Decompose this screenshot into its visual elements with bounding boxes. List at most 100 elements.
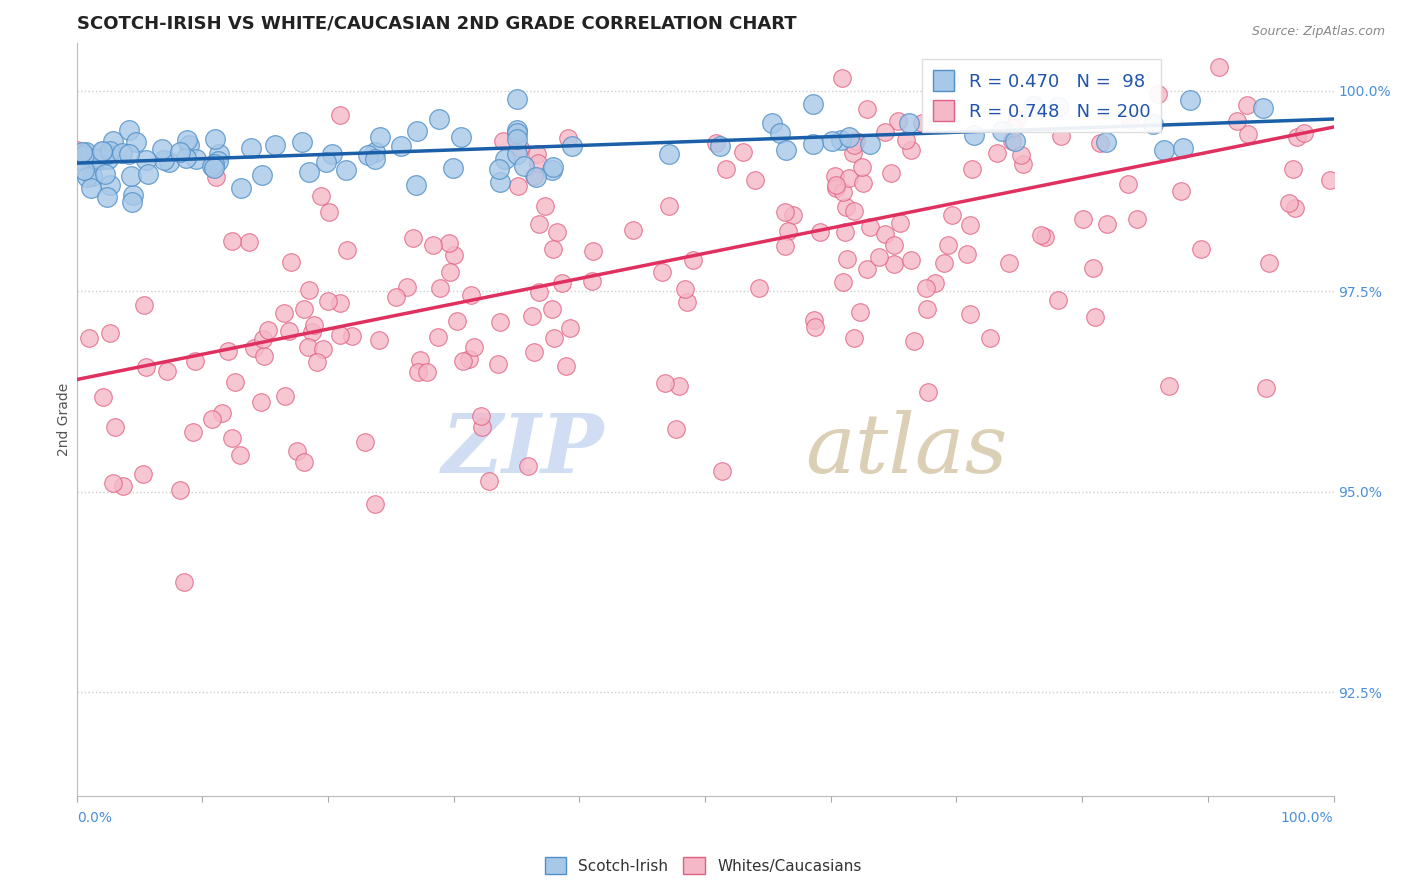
Point xyxy=(98,326,121,340)
Point xyxy=(405,178,427,193)
Point xyxy=(915,301,938,316)
Text: Source: ZipAtlas.com: Source: ZipAtlas.com xyxy=(1251,25,1385,38)
Point xyxy=(821,134,844,148)
Point xyxy=(838,170,860,185)
Point xyxy=(1029,227,1052,242)
Point xyxy=(838,129,860,144)
Point xyxy=(77,331,100,345)
Point xyxy=(405,123,427,137)
Point xyxy=(527,285,550,300)
Point xyxy=(208,147,231,161)
Point xyxy=(329,327,352,342)
Point xyxy=(859,220,882,235)
Point xyxy=(527,156,550,170)
Point xyxy=(118,146,141,161)
Point xyxy=(936,71,959,86)
Point xyxy=(831,275,853,289)
Point xyxy=(832,185,855,199)
Point xyxy=(673,282,696,296)
Point xyxy=(883,257,905,271)
Point xyxy=(557,131,579,145)
Legend: R = 0.470   N =  98, R = 0.748   N = 200: R = 0.470 N = 98, R = 0.748 N = 200 xyxy=(922,60,1161,132)
Point xyxy=(505,92,527,106)
Point xyxy=(654,376,676,390)
Point xyxy=(91,145,114,160)
Point xyxy=(443,248,465,262)
Point xyxy=(357,148,380,162)
Text: atlas: atlas xyxy=(806,409,1008,490)
Point xyxy=(1226,114,1249,128)
Point xyxy=(1095,217,1118,231)
Point xyxy=(903,334,925,348)
Point xyxy=(894,133,917,147)
Point xyxy=(318,205,340,219)
Point xyxy=(402,231,425,245)
Point xyxy=(439,265,461,279)
Point xyxy=(710,464,733,478)
Text: 100.0%: 100.0% xyxy=(1281,811,1333,825)
Point xyxy=(917,385,939,400)
Point xyxy=(1146,87,1168,102)
Point xyxy=(75,145,97,159)
Point xyxy=(70,145,93,160)
Point xyxy=(76,170,98,185)
Point xyxy=(97,153,120,167)
Point xyxy=(335,162,357,177)
Point xyxy=(285,443,308,458)
Point xyxy=(243,341,266,355)
Point xyxy=(851,160,873,174)
Point xyxy=(321,147,343,161)
Point xyxy=(204,132,226,146)
Point xyxy=(844,203,866,218)
Point xyxy=(396,279,419,293)
Text: 0.0%: 0.0% xyxy=(77,811,111,825)
Point xyxy=(422,237,444,252)
Point xyxy=(101,476,124,491)
Point xyxy=(94,167,117,181)
Point xyxy=(1319,173,1341,187)
Point xyxy=(82,169,104,183)
Point xyxy=(900,143,922,157)
Point xyxy=(101,134,124,148)
Point xyxy=(96,190,118,204)
Point xyxy=(582,244,605,258)
Point xyxy=(855,262,877,277)
Point xyxy=(463,340,485,354)
Point xyxy=(1012,156,1035,170)
Point xyxy=(1173,141,1195,155)
Point xyxy=(221,234,243,248)
Point xyxy=(1189,242,1212,256)
Point xyxy=(1046,293,1069,307)
Point xyxy=(1035,229,1057,244)
Point xyxy=(1153,144,1175,158)
Point xyxy=(1010,148,1032,162)
Point xyxy=(782,208,804,222)
Point xyxy=(883,237,905,252)
Point xyxy=(112,478,135,492)
Point xyxy=(986,145,1008,160)
Point xyxy=(273,306,295,320)
Point xyxy=(173,574,195,589)
Point xyxy=(523,345,546,359)
Point xyxy=(389,139,412,153)
Point xyxy=(427,329,450,343)
Point xyxy=(229,448,252,462)
Point xyxy=(825,180,848,194)
Point xyxy=(941,207,963,221)
Point xyxy=(69,153,91,168)
Point xyxy=(900,253,922,268)
Point xyxy=(880,165,903,179)
Point xyxy=(488,315,510,329)
Point xyxy=(523,169,546,183)
Point xyxy=(363,145,385,159)
Point xyxy=(120,169,142,183)
Point xyxy=(1116,178,1139,192)
Point xyxy=(855,102,877,116)
Point xyxy=(1022,99,1045,113)
Point xyxy=(457,351,479,366)
Point xyxy=(104,420,127,434)
Point xyxy=(1256,381,1278,395)
Point xyxy=(1285,129,1308,144)
Point xyxy=(1005,112,1028,126)
Point xyxy=(73,148,96,162)
